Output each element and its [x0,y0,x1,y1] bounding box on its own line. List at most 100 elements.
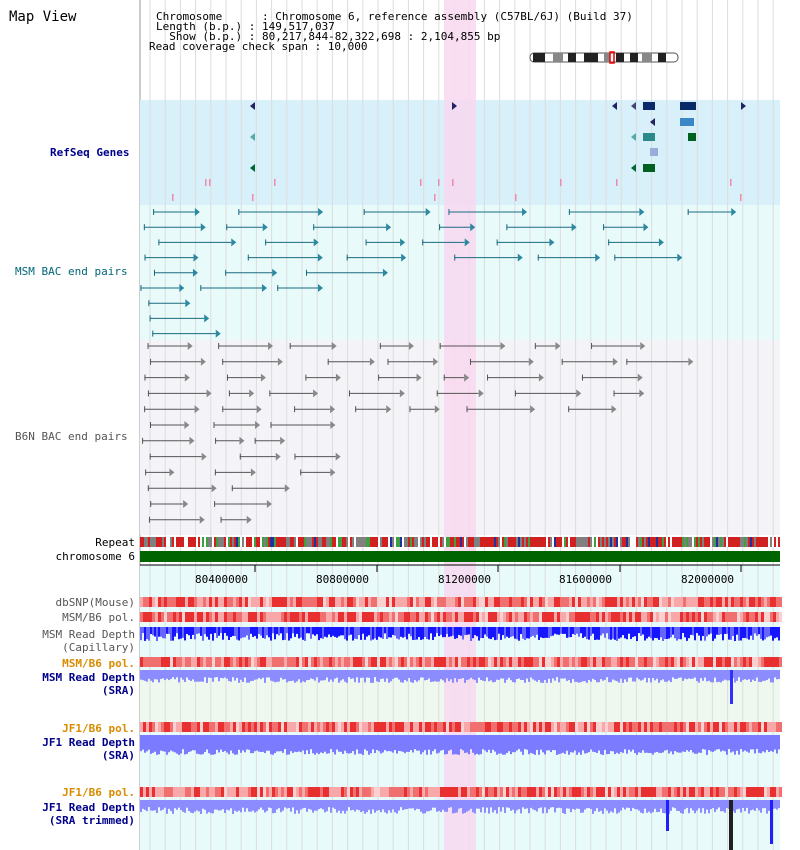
heatmap-cell [455,787,458,797]
track-label-b6n-bac[interactable]: B6N BAC end pairs [15,430,128,443]
heatmap-cell [437,657,440,667]
depth-bar [364,670,366,683]
depth-bar [376,627,378,640]
heatmap-cell [527,612,530,622]
track-label-repeat[interactable]: Repeat [95,536,135,549]
depth-bar [672,800,674,808]
heatmap-cell [776,597,779,607]
depth-bar [306,735,308,751]
track-label-refseq[interactable]: RefSeq Genes [50,146,130,159]
bac-pair-end [147,343,149,349]
depth-bar [560,800,562,809]
depth-bar [500,670,502,679]
repeat-segment [338,537,340,547]
heatmap-cell [380,612,383,622]
repeat-segment [560,537,562,547]
heatmap-cell [722,657,725,667]
heatmap-cell [527,787,530,797]
depth-bar [200,735,202,755]
track-label-msm-depth-sra[interactable]: MSM Read Depth [42,671,135,684]
repeat-segment [224,537,226,547]
heatmap-cell [491,722,494,732]
gene-strand-marker [194,208,200,216]
heatmap-cell [209,722,212,732]
heatmap-cell [275,787,278,797]
depth-bar [350,670,352,679]
heatmap-cell [347,612,350,622]
track-label-chromosome[interactable]: chromosome 6 [55,550,135,563]
depth-bar [508,670,510,678]
repeat-segment [528,537,530,547]
heatmap-cell [386,722,389,732]
heatmap-cell [350,722,353,732]
heatmap-cell [419,612,422,622]
bac-pair-end [387,358,389,365]
track-label-msm-bac[interactable]: MSM BAC end pairs [15,265,128,278]
gene-strand-marker [434,405,440,414]
depth-bar [144,627,146,641]
repeat-segment [242,537,244,547]
heatmap-cell [167,657,170,667]
gene-strand-marker [530,405,536,414]
bac-pair-end [147,390,149,397]
depth-bar [356,670,358,678]
depth-bar [188,670,190,680]
repeat-segment [774,537,776,547]
heatmap-cell [350,657,353,667]
depth-bar [216,627,218,638]
heatmap-cell [689,597,692,607]
heatmap-cell [719,722,722,732]
track-label-jf1-pol-1[interactable]: JF1/B6 pol. [62,722,135,735]
track-label-jf1-trimmed[interactable]: JF1 Read Depth [42,801,135,814]
depth-bar [772,735,774,752]
depth-bar [314,735,316,755]
depth-bar [316,800,318,811]
depth-bar [726,735,728,755]
track-label-jf1-depth[interactable]: JF1 Read Depth [42,736,135,749]
repeat-segment [140,537,142,547]
depth-bar [596,627,598,640]
depth-bar [704,627,706,641]
depth-bar [340,800,342,814]
heatmap-cell [764,722,767,732]
depth-bar [254,670,256,680]
depth-bar [266,800,268,812]
repeat-segment [688,537,690,547]
depth-bar [726,670,728,681]
heatmap-cell [779,597,782,607]
repeat-segment [354,537,356,547]
heatmap-cell [149,787,152,797]
depth-bar [286,735,288,755]
track-label-msm-pol-2[interactable]: MSM/B6 pol. [62,657,135,670]
depth-bar [150,800,152,811]
depth-bar [194,800,196,812]
depth-bar [450,735,452,750]
depth-bar [264,627,266,639]
chromosome-ideogram[interactable] [529,51,679,64]
heatmap-cell [743,657,746,667]
depth-bar [264,735,266,754]
heatmap-cell [344,657,347,667]
heatmap-cell [725,597,728,607]
depth-bar [698,735,700,753]
depth-bar [554,735,556,751]
track-label-msm-pol-1[interactable]: MSM/B6 pol. [62,611,135,624]
depth-bar [520,627,522,635]
heatmap-cell [230,657,233,667]
depth-bar [430,627,432,634]
depth-bar [208,627,210,640]
depth-bar [762,670,764,681]
heatmap-cell [473,612,476,622]
track-label-dbsnp[interactable]: dbSNP(Mouse) [55,596,135,609]
track-label-msm-depth-capillary[interactable]: MSM Read Depth [42,628,135,641]
heatmap-cell [248,597,251,607]
gene-strand-marker [317,253,323,262]
depth-bar [348,800,350,808]
depth-bar [344,800,346,814]
heatmap-cell [464,722,467,732]
track-label-jf1-pol-2[interactable]: JF1/B6 pol. [62,786,135,799]
depth-bar [206,670,208,683]
depth-bar [198,800,200,812]
depth-bar [274,800,276,813]
